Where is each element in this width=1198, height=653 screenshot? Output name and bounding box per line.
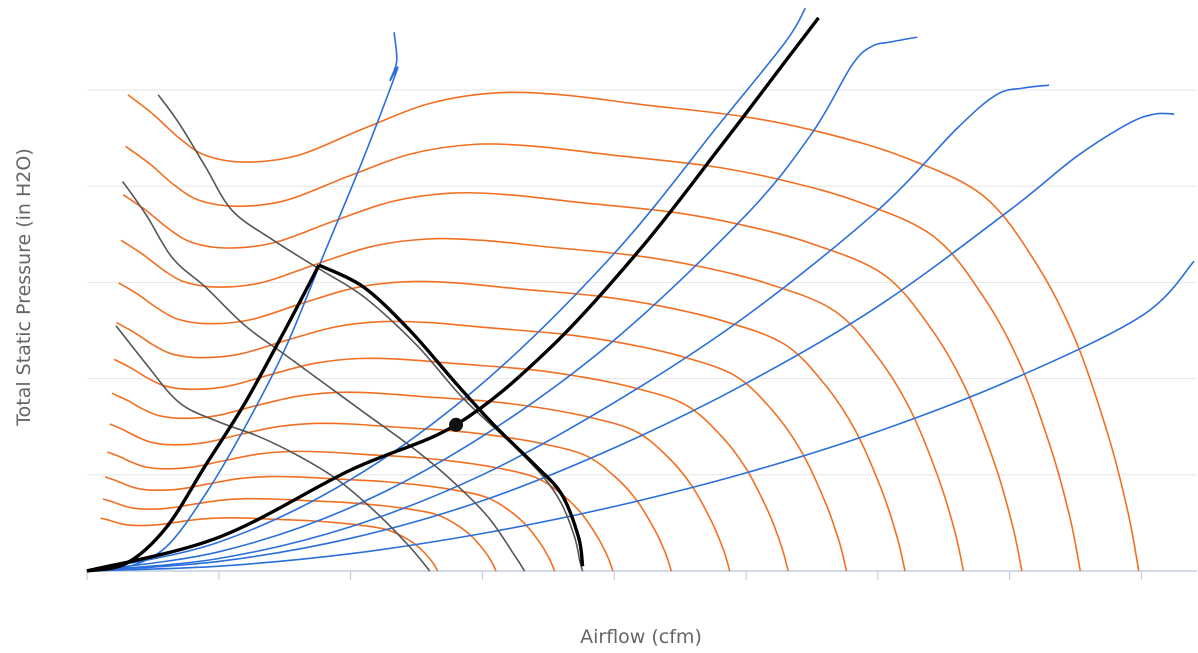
speed-curve	[118, 280, 906, 572]
power-curve	[121, 180, 526, 572]
wide-open-curve	[86, 32, 399, 572]
wide-open-curve	[86, 7, 806, 572]
operating-curves	[86, 16, 820, 573]
speed-curve	[107, 450, 614, 572]
speed-curve	[116, 320, 848, 572]
wide-open-curve	[86, 84, 1050, 572]
power-curves	[115, 94, 584, 572]
speed-curves	[100, 91, 1140, 572]
operating-point-marker	[449, 417, 464, 432]
speed-curve	[120, 237, 965, 572]
power-curve	[115, 325, 431, 572]
wide-open-curves	[86, 7, 1195, 572]
wide-open-curve	[86, 260, 1195, 572]
speed-curve	[104, 475, 556, 572]
grid	[87, 89, 1197, 476]
speed-curve	[111, 391, 731, 572]
wide-open-curve	[86, 36, 918, 572]
speed-curve	[122, 191, 1023, 572]
wide-open-curve	[86, 112, 1175, 572]
y-axis-title: Total Static Pressure (in H2O)	[13, 148, 35, 426]
x-axis-title: Airflow (cfm)	[580, 626, 702, 648]
speed-curve	[109, 422, 673, 572]
operating-curve	[86, 16, 820, 573]
speed-curve	[127, 91, 1140, 572]
power-curve	[157, 94, 584, 572]
x-axis	[86, 570, 1197, 580]
operating-curve	[318, 263, 585, 567]
speed-curve	[125, 143, 1082, 572]
